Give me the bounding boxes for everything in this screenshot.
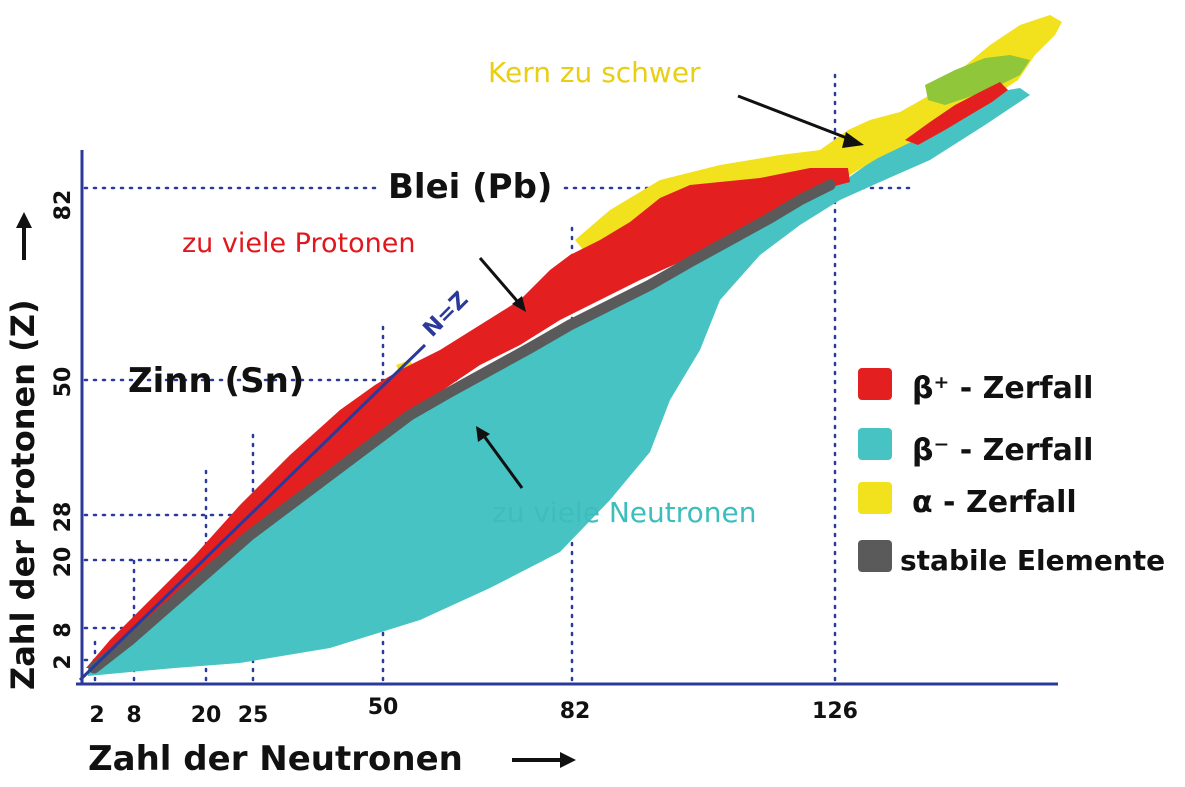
x-tick-20: 20	[191, 703, 222, 728]
axes	[76, 150, 1058, 686]
legend-label-alpha: α - Zerfall	[912, 485, 1077, 520]
protons-arrowhead	[512, 296, 526, 312]
tin-label: Zinn (Sn)	[128, 361, 304, 401]
y-tick-20: 20	[51, 547, 76, 578]
legend: β⁺ - Zerfall β⁻ - Zerfall α - Zerfall st…	[858, 368, 1165, 577]
beta-plus-region-heavy	[905, 82, 1008, 145]
legend-label-stable: stabile Elemente	[900, 544, 1165, 577]
too-heavy-label: Kern zu schwer	[488, 56, 701, 89]
legend-label-beta-plus: β⁺ - Zerfall	[912, 371, 1093, 406]
x-axis-title: Zahl der Neutronen	[88, 739, 463, 779]
beta-minus-region	[88, 88, 1030, 676]
x-tick-126: 126	[812, 699, 858, 724]
y-axis-title: Zahl der Protonen (Z)	[4, 299, 42, 690]
too-many-neutrons-label: zu viele Neutronen	[492, 496, 756, 529]
x-tick-8: 8	[126, 703, 141, 728]
y-tick-82: 82	[51, 190, 76, 221]
lead-label: Blei (Pb)	[388, 167, 552, 207]
y-tick-28: 28	[51, 502, 76, 533]
y-tick-2: 2	[51, 654, 76, 669]
x-tick-50: 50	[368, 695, 399, 720]
y-axis-arrow	[16, 212, 32, 260]
legend-swatch-beta-plus	[858, 368, 892, 400]
x-tick-82: 82	[560, 699, 591, 724]
y-tick-8: 8	[51, 622, 76, 637]
legend-swatch-alpha	[858, 482, 892, 514]
x-tick-2: 2	[89, 703, 104, 728]
too-many-protons-label: zu viele Protonen	[182, 228, 415, 259]
too-heavy-arrowhead	[842, 132, 864, 148]
n-equals-z-line	[78, 343, 427, 682]
x-axis-arrow	[512, 752, 576, 768]
n-equals-z-label: N=Z	[419, 287, 474, 342]
green-region	[925, 55, 1030, 105]
y-tick-labels: 82 50 28 20 8 2	[51, 190, 76, 670]
legend-label-beta-minus: β⁻ - Zerfall	[912, 433, 1093, 468]
neutrons-arrowhead	[476, 426, 490, 442]
annotation-arrows	[476, 94, 864, 489]
legend-swatch-beta-minus	[858, 428, 892, 460]
neutrons-arrow	[482, 435, 524, 489]
stable-elements-valley	[88, 179, 836, 674]
legend-swatch-stable	[858, 540, 892, 572]
too-heavy-arrow	[737, 94, 853, 142]
protons-arrow	[478, 257, 520, 303]
x-tick-25: 25	[238, 703, 269, 728]
y-tick-50: 50	[51, 367, 76, 398]
x-tick-labels: 2 8 20 25 50 82 126	[89, 695, 858, 728]
